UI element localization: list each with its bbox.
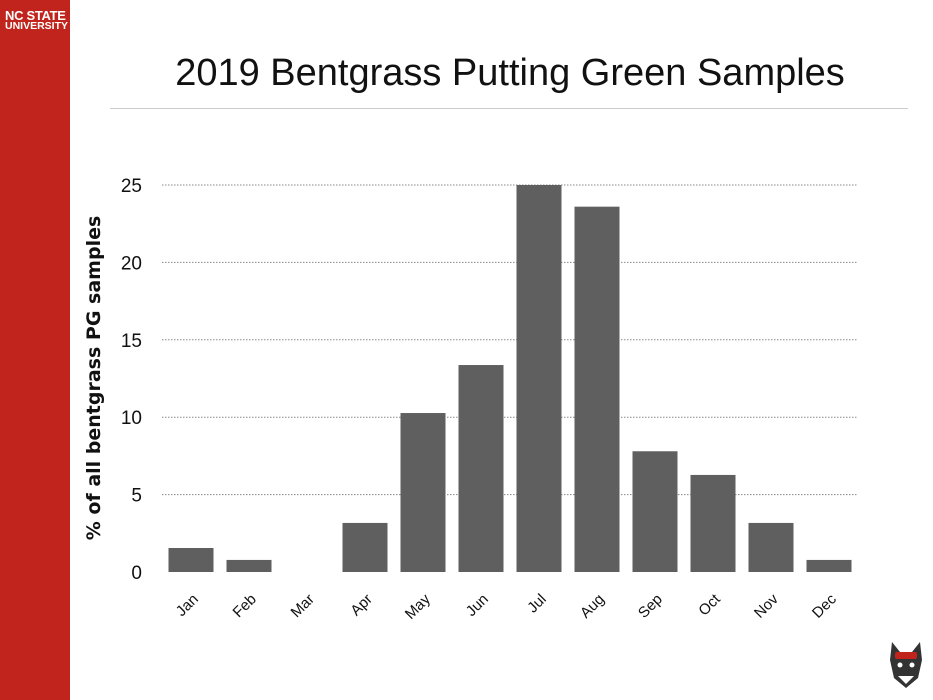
bar-jan (168, 548, 214, 572)
bar-jun (458, 365, 504, 572)
y-axis-label: % of all bentgrass PG samples (83, 216, 105, 541)
bar-jul (516, 185, 562, 572)
title-divider (110, 108, 908, 109)
x-tick-label: Dec (809, 590, 840, 621)
bar-apr (342, 522, 388, 572)
bar-aug (574, 206, 620, 572)
ncstate-logo: NC STATE UNIVERSITY (5, 8, 69, 32)
x-tick-label: May (402, 590, 434, 622)
bar-dec (806, 559, 852, 572)
bar-may (400, 413, 446, 572)
x-tick-label: Jan (173, 591, 202, 620)
bar-sep (632, 451, 678, 572)
wolf-mascot-icon (890, 642, 922, 688)
bar-nov (748, 522, 794, 572)
y-tick-label: 0 (131, 563, 142, 584)
bar-oct (690, 474, 736, 572)
bar-feb (226, 559, 272, 572)
sidebar-band: NC STATE UNIVERSITY (0, 0, 70, 700)
y-tick-label: 10 (121, 408, 142, 429)
x-tick-label: Nov (751, 590, 782, 621)
x-tick-label: Apr (347, 591, 376, 620)
x-tick-label: Sep (635, 591, 666, 622)
x-tick-label: Mar (288, 591, 318, 621)
x-tick-label: Jul (524, 591, 550, 617)
logo-line1: NC STATE (5, 8, 66, 23)
y-tick-label: 25 (121, 176, 142, 197)
x-tick-label: Aug (577, 591, 608, 622)
x-tick-label: Jun (463, 591, 492, 620)
x-tick-label: Feb (230, 591, 260, 621)
x-tick-label: Oct (695, 590, 724, 619)
y-tick-label: 20 (121, 253, 142, 274)
chart-title: 2019 Bentgrass Putting Green Samples (175, 52, 845, 94)
y-tick-label: 5 (131, 486, 142, 507)
y-tick-label: 15 (121, 331, 142, 352)
logo-line2: UNIVERSITY (5, 20, 69, 32)
